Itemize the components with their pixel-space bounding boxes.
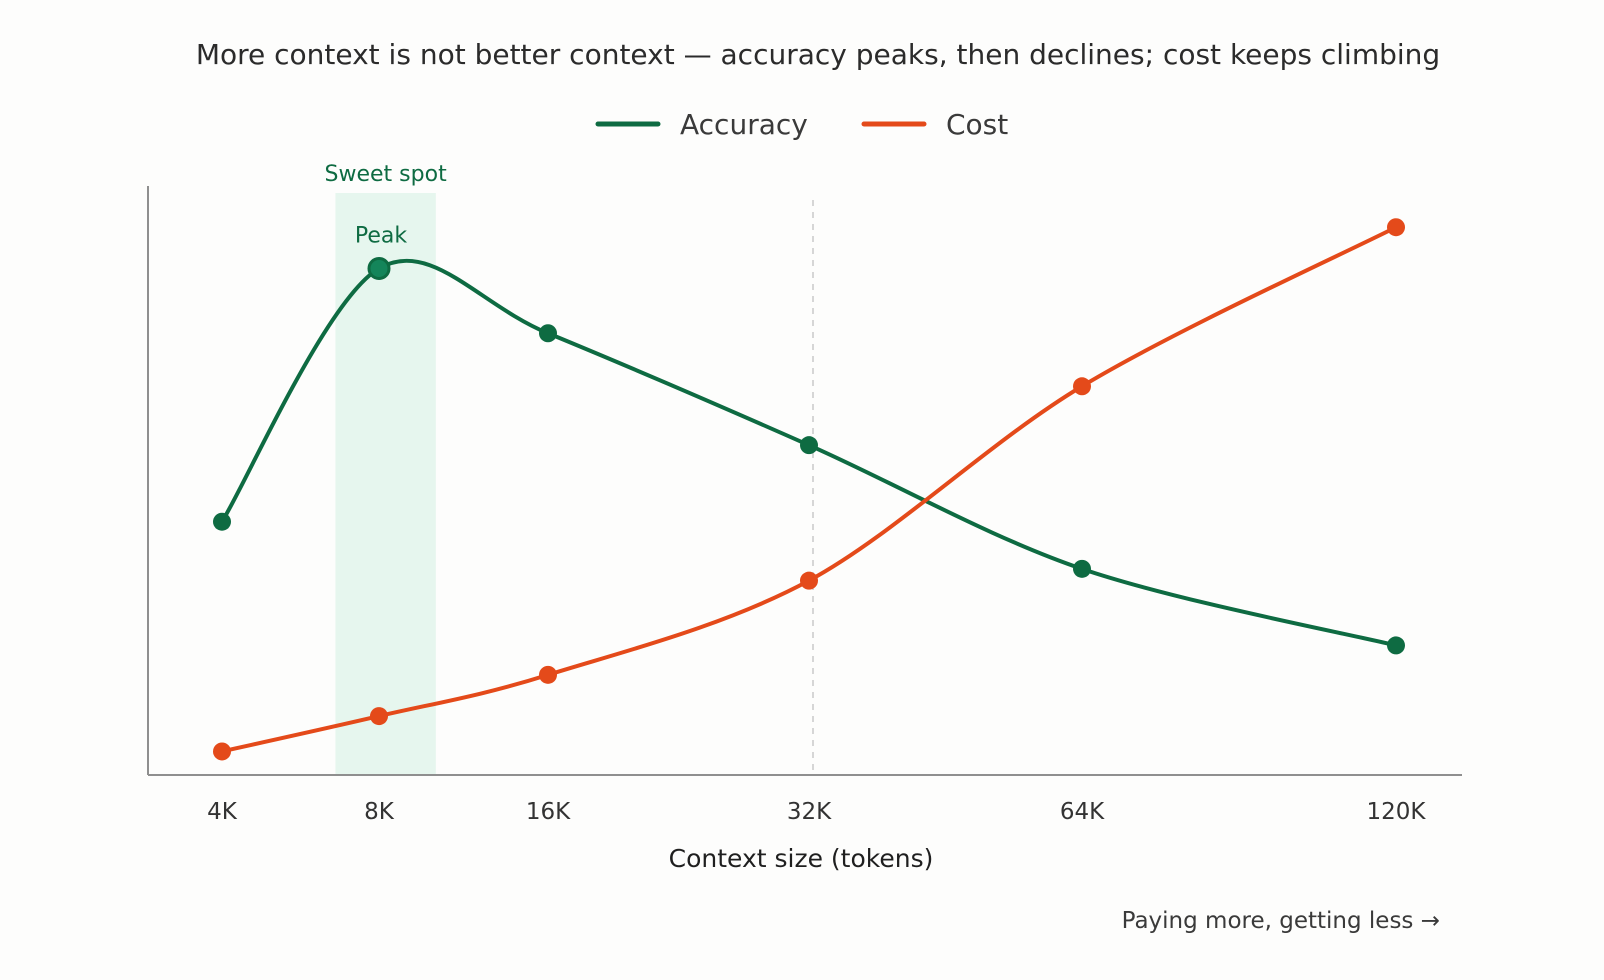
footer-note: Paying more, getting less → <box>1122 908 1440 934</box>
cost-point <box>213 742 231 761</box>
legend-item-accuracy: Accuracy <box>595 108 808 141</box>
accuracy-point <box>1073 559 1091 578</box>
x-tick-label: 32K <box>787 799 832 825</box>
series-cost <box>213 218 1405 761</box>
accuracy-point <box>1387 636 1405 655</box>
x-axis-label: Context size (tokens) <box>669 844 934 873</box>
sweet-spot-band <box>335 193 436 775</box>
peak-label: Peak <box>355 223 407 248</box>
series-accuracy <box>213 256 1405 655</box>
accuracy-peak-point <box>367 256 391 280</box>
legend-label-accuracy: Accuracy <box>680 108 808 141</box>
accuracy-point <box>539 324 557 343</box>
cost-point <box>370 707 388 726</box>
cost-point <box>800 571 818 590</box>
legend-item-cost: Cost <box>861 108 1008 141</box>
cost-point <box>1387 218 1405 237</box>
sweet-spot-label: Sweet spot <box>325 162 448 187</box>
x-tick-label: 8K <box>364 799 395 825</box>
x-tick-label: 16K <box>526 799 571 825</box>
series-layer <box>213 218 1405 761</box>
legend-label-cost: Cost <box>946 108 1008 141</box>
cost-point <box>539 665 557 684</box>
x-tick-label: 64K <box>1060 799 1105 825</box>
accuracy-point <box>213 512 231 531</box>
chart-title: More context is not better context — acc… <box>196 38 1440 71</box>
x-tick-label: 120K <box>1367 799 1427 825</box>
legend: Accuracy Cost <box>595 108 1008 141</box>
accuracy-point <box>800 436 818 455</box>
accuracy-line <box>220 258 1398 648</box>
x-axis-ticks: 4K 8K 16K 32K 64K 120K <box>207 799 1426 825</box>
x-tick-label: 4K <box>207 799 238 825</box>
cost-point <box>1073 377 1091 396</box>
